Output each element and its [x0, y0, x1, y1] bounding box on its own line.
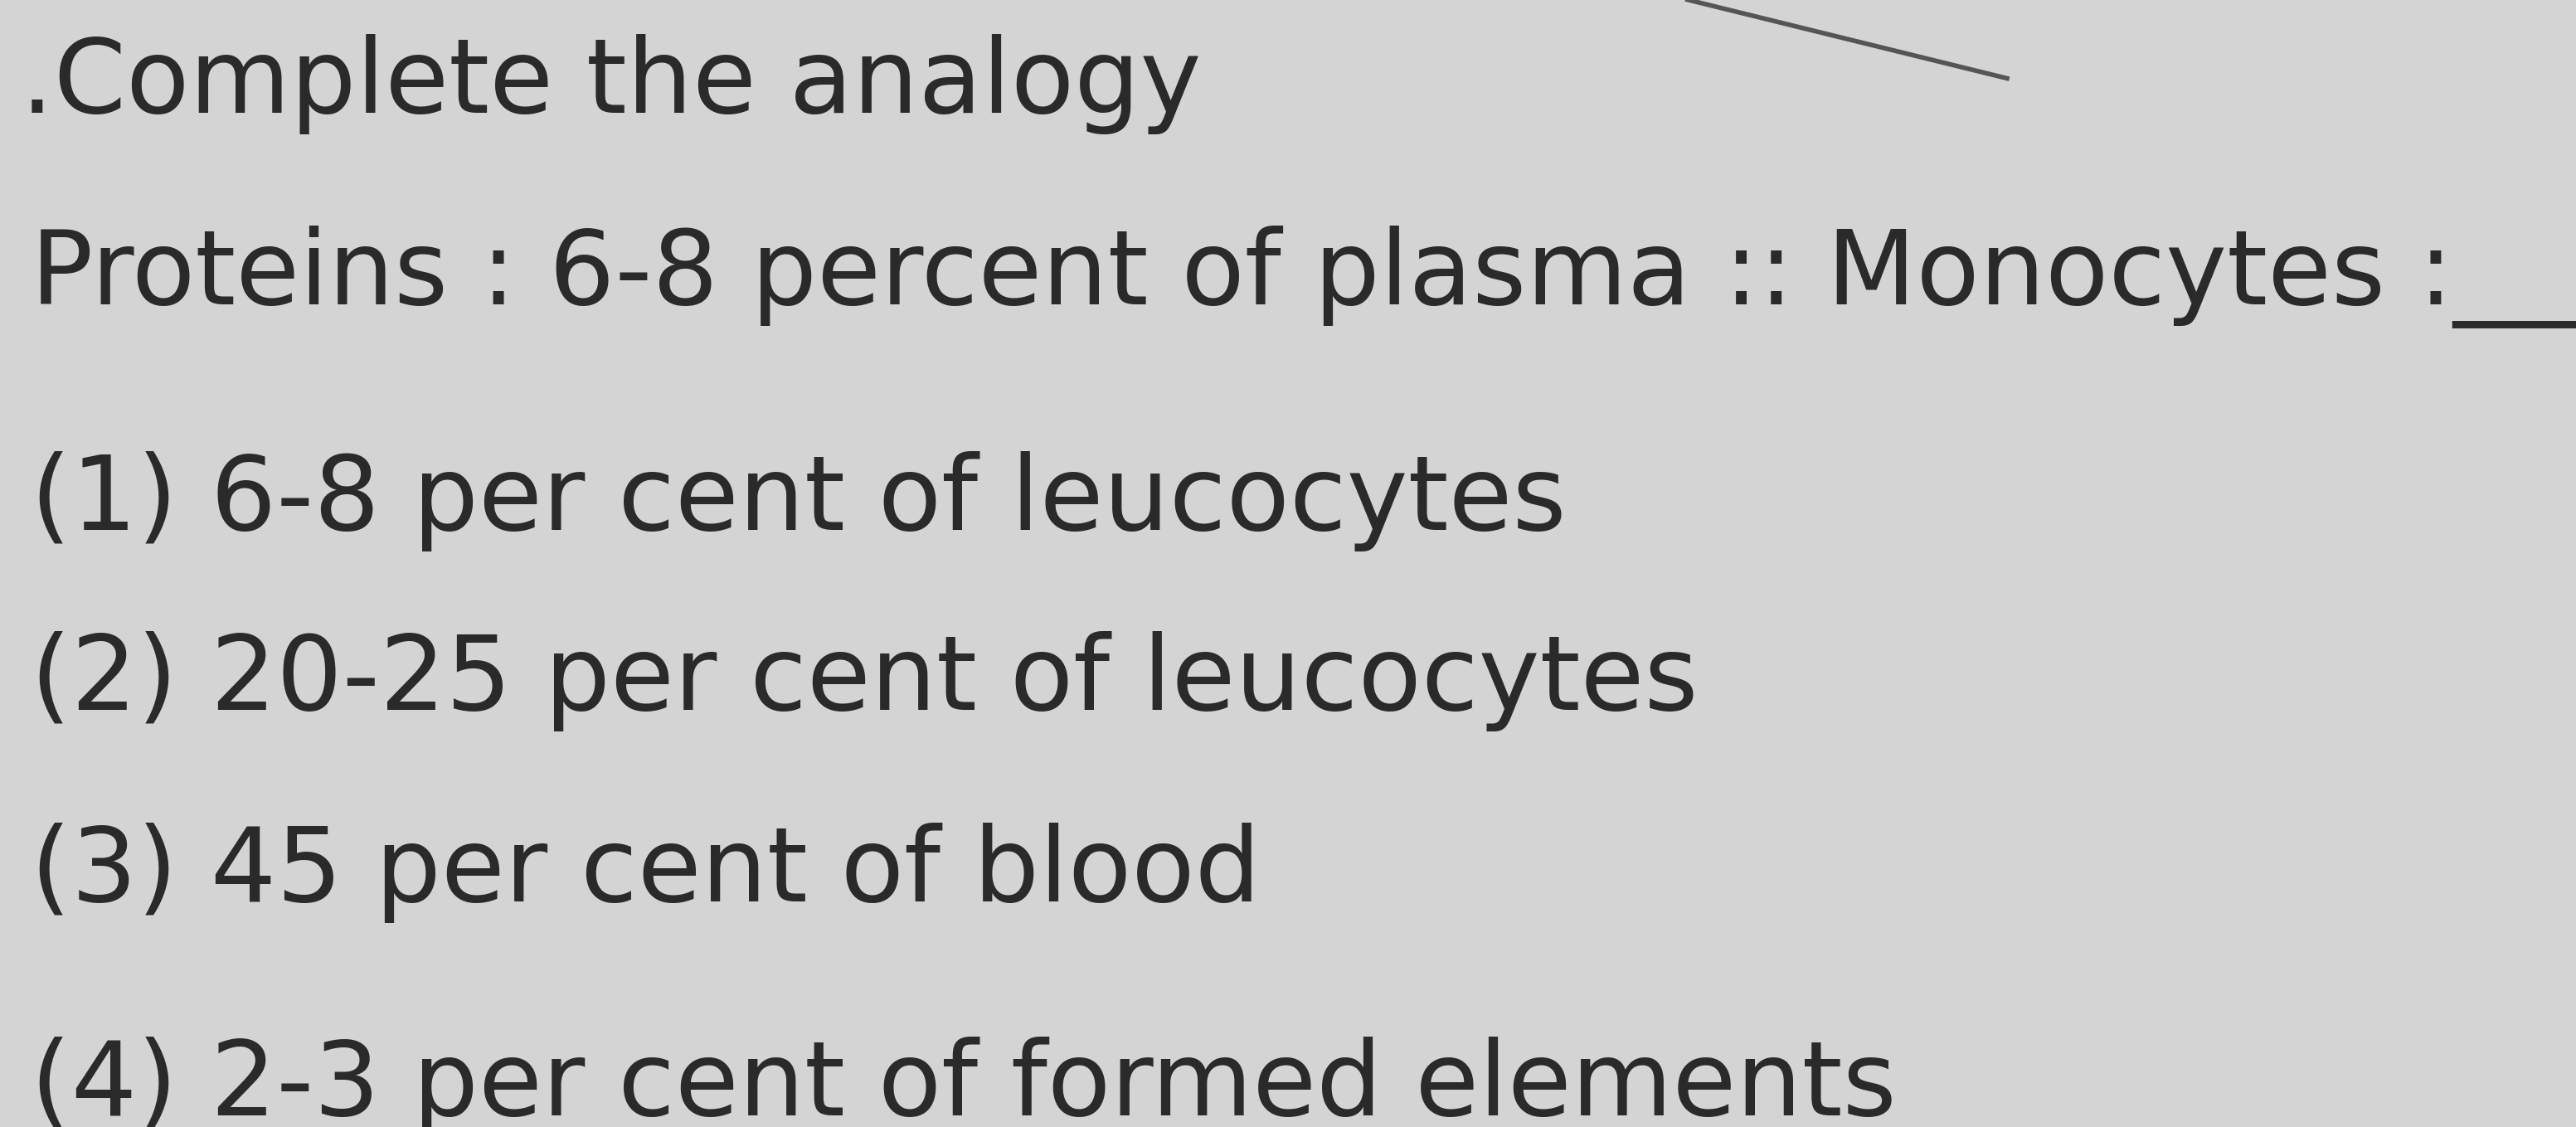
Text: Proteins : 6-8 percent of plasma :: Monocytes :___: Proteins : 6-8 percent of plasma :: Mono…	[31, 225, 2576, 328]
Text: (4) 2-3 per cent of formed elements: (4) 2-3 per cent of formed elements	[31, 1037, 1896, 1127]
Text: (1) 6-8 per cent of leucocytes: (1) 6-8 per cent of leucocytes	[31, 451, 1566, 551]
Text: .Complete the analogy: .Complete the analogy	[21, 34, 1200, 134]
Text: (2) 20-25 per cent of leucocytes: (2) 20-25 per cent of leucocytes	[31, 631, 1698, 731]
Text: (3) 45 per cent of blood: (3) 45 per cent of blood	[31, 823, 1260, 923]
